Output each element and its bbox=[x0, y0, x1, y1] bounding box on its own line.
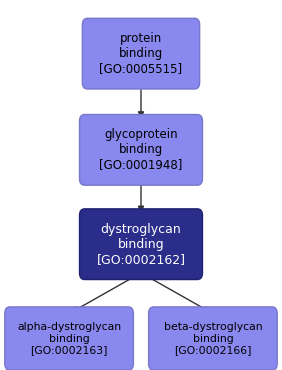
FancyBboxPatch shape bbox=[82, 18, 200, 89]
FancyBboxPatch shape bbox=[80, 115, 202, 185]
FancyBboxPatch shape bbox=[5, 307, 133, 370]
FancyBboxPatch shape bbox=[149, 307, 277, 370]
Text: dystroglycan
binding
[GO:0002162]: dystroglycan binding [GO:0002162] bbox=[96, 223, 186, 266]
Text: alpha-dystroglycan
binding
[GO:0002163]: alpha-dystroglycan binding [GO:0002163] bbox=[17, 322, 121, 355]
FancyBboxPatch shape bbox=[80, 209, 202, 280]
Text: glycoprotein
binding
[GO:0001948]: glycoprotein binding [GO:0001948] bbox=[99, 128, 183, 171]
Text: protein
binding
[GO:0005515]: protein binding [GO:0005515] bbox=[100, 32, 182, 75]
Text: beta-dystroglycan
binding
[GO:0002166]: beta-dystroglycan binding [GO:0002166] bbox=[164, 322, 262, 355]
